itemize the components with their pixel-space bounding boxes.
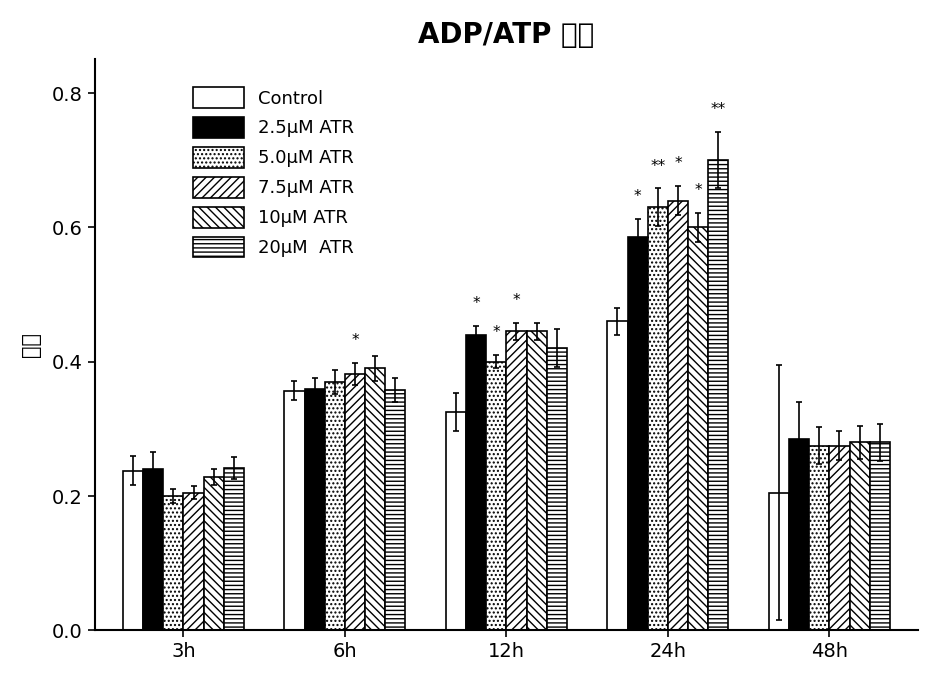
Bar <box>385 390 406 630</box>
Bar <box>769 492 789 630</box>
Bar <box>365 368 385 630</box>
Bar <box>223 468 244 630</box>
Bar <box>546 349 567 630</box>
Text: *: * <box>492 325 500 340</box>
Bar <box>446 412 466 630</box>
Text: **: ** <box>711 102 726 117</box>
Text: *: * <box>513 293 520 308</box>
Bar <box>608 321 627 630</box>
Text: **: ** <box>650 159 666 174</box>
Bar <box>143 469 163 630</box>
Legend: Control, 2.5μM ATR, 5.0μM ATR, 7.5μM ATR, 10μM ATR, 20μM  ATR: Control, 2.5μM ATR, 5.0μM ATR, 7.5μM ATR… <box>186 80 362 265</box>
Bar <box>506 331 527 630</box>
Bar <box>163 496 183 630</box>
Bar <box>708 160 729 630</box>
Bar <box>648 207 668 630</box>
Bar <box>285 391 304 630</box>
Bar <box>789 439 809 630</box>
Bar <box>668 201 688 630</box>
Title: ADP/ATP 比值: ADP/ATP 比值 <box>418 21 594 49</box>
Bar <box>204 477 223 630</box>
Text: *: * <box>634 189 641 204</box>
Bar <box>850 443 870 630</box>
Bar <box>486 361 506 630</box>
Text: *: * <box>472 297 480 312</box>
Bar <box>829 445 850 630</box>
Bar <box>627 237 648 630</box>
Bar <box>688 227 708 630</box>
Bar <box>325 382 345 630</box>
Bar <box>123 471 143 630</box>
Bar <box>466 335 486 630</box>
Bar <box>870 443 890 630</box>
Text: *: * <box>351 333 359 349</box>
Bar <box>183 492 204 630</box>
Bar <box>527 331 546 630</box>
Text: *: * <box>674 156 682 171</box>
Bar <box>304 389 325 630</box>
Bar <box>809 445 829 630</box>
Text: *: * <box>694 183 702 198</box>
Bar <box>345 374 365 630</box>
Y-axis label: 比率: 比率 <box>21 332 40 357</box>
